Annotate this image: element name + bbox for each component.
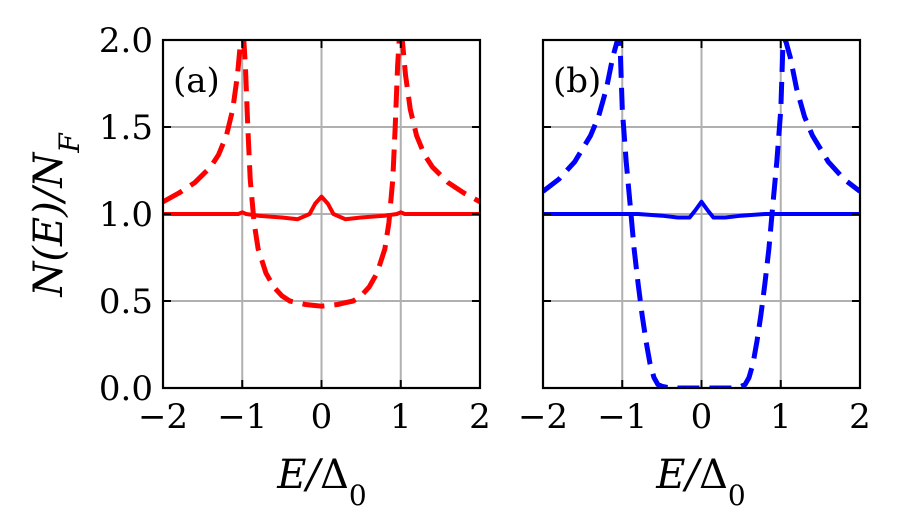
panel-b-xtick-label-0: −2 <box>518 397 568 437</box>
panel-b: −2 −1 0 1 2 (b) <box>518 38 871 437</box>
panel-b-x-axis-label: E/Δ0 <box>655 452 745 512</box>
panel-b-xtick-label-2: 0 <box>691 397 713 437</box>
panel-a-series <box>163 40 480 309</box>
panel-b-series-solid-line <box>543 199 860 220</box>
panel-a: −2 −1 0 1 2 0.0 0.5 1.0 1.5 2.0 (a) <box>99 21 491 437</box>
panel-a-label: (a) <box>173 61 220 101</box>
panel-b-xtick-label-1: −1 <box>597 397 647 437</box>
panel-a-ytick-label-2: 1.0 <box>99 195 153 235</box>
panel-a-ytick-label-1: 0.5 <box>99 282 153 322</box>
panel-a-xtick-label-4: 2 <box>469 397 491 437</box>
panel-a-ytick-label-0: 0.0 <box>99 369 153 409</box>
panel-a-series-solid-line <box>163 194 480 222</box>
panel-a-xtick-label-0: −2 <box>138 397 188 437</box>
panel-a-xtick-label-1: −1 <box>217 397 267 437</box>
panel-b-ticks: −2 −1 0 1 2 <box>518 39 871 437</box>
panel-a-series-dashed-line <box>163 40 480 309</box>
panel-b-series <box>543 40 860 388</box>
panel-a-ticks: −2 −1 0 1 2 0.0 0.5 1.0 1.5 2.0 <box>99 21 491 437</box>
panel-b-xtick-label-3: 1 <box>770 397 792 437</box>
panel-a-xtick-label-3: 1 <box>390 397 412 437</box>
panel-a-x-axis-label: E/Δ0 <box>276 452 366 512</box>
panel-b-xtick-label-4: 2 <box>849 397 871 437</box>
panel-a-ytick-label-4: 2.0 <box>99 21 153 61</box>
panel-b-label: (b) <box>553 61 601 101</box>
panel-a-xtick-label-2: 0 <box>311 397 333 437</box>
y-axis-label: N(E)/NF <box>26 132 86 298</box>
panel-a-ytick-label-3: 1.5 <box>99 108 153 148</box>
